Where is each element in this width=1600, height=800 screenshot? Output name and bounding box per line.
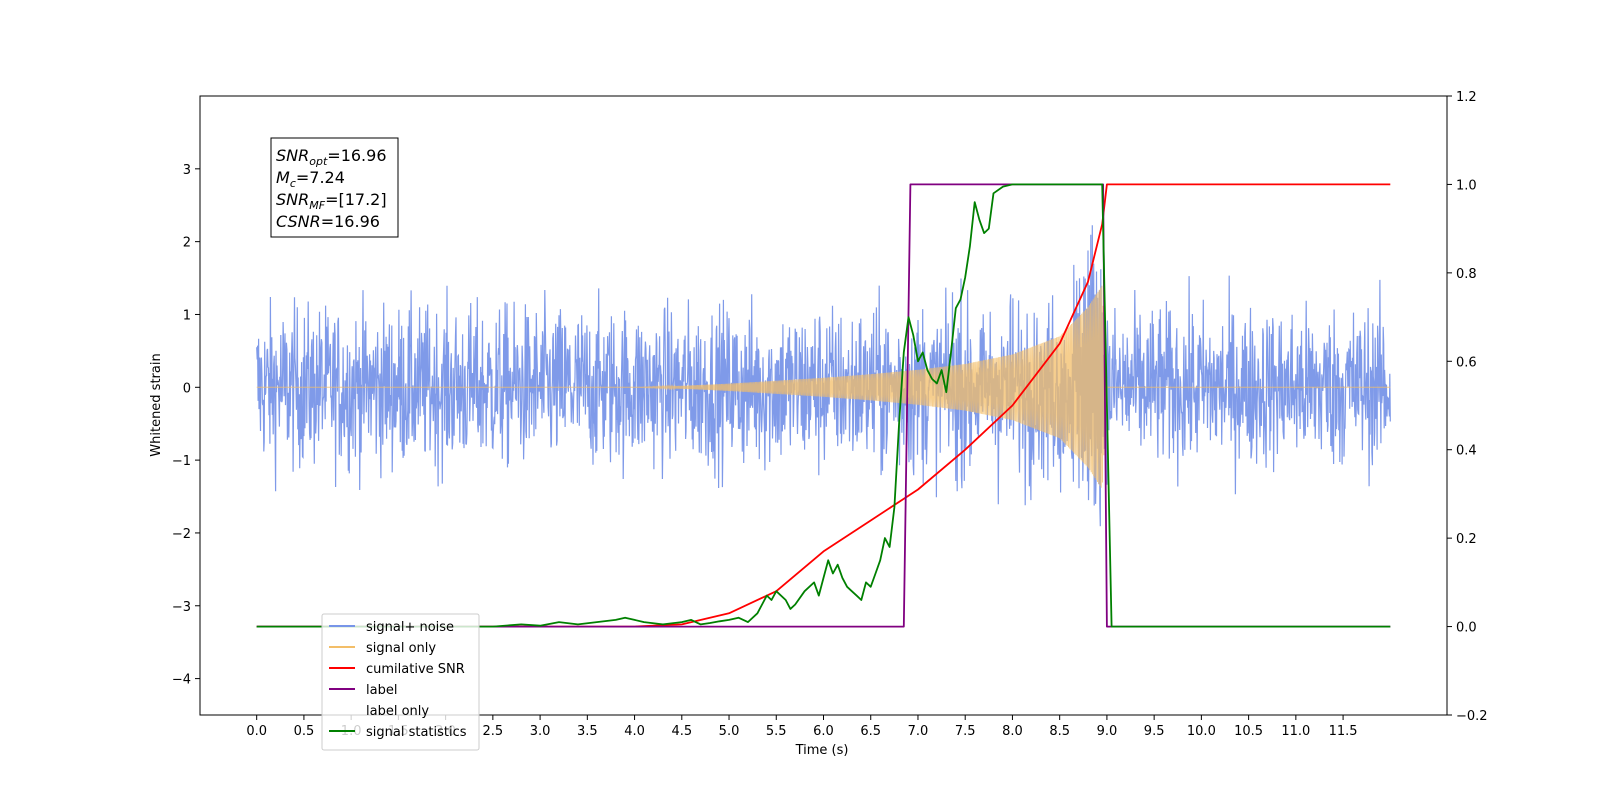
x-tick-label: 6.5 [860, 724, 881, 739]
y2-tick-label: 0.0 [1456, 621, 1477, 636]
y-axis-right: −0.2 0.0 0.2 0.4 0.6 0.8 1.0 1.2 [1447, 90, 1488, 724]
x-tick-label: 5.5 [766, 724, 787, 739]
annotation-subscript: opt [309, 155, 328, 168]
y-tick-label: −1 [172, 454, 191, 469]
legend-label: signal statistics [366, 725, 467, 740]
legend-frame [321, 613, 480, 751]
annotation-value: =16.96 [321, 212, 380, 231]
x-tick-label: 7.5 [955, 724, 976, 739]
x-tick-label: 5.0 [719, 724, 740, 739]
annotation-line: Mc=7.24 [276, 168, 345, 190]
y-tick-label: 2 [183, 236, 191, 251]
y-axis-label: Whitened strain [149, 353, 164, 456]
x-tick-label: 4.0 [624, 724, 645, 739]
legend-label: signal+ noise [366, 620, 454, 635]
series-signal-statistics-line [256, 183, 1391, 628]
x-tick-label: 8.0 [1002, 724, 1023, 739]
annotation-symbol: M [276, 168, 290, 187]
x-tick-label: 11.5 [1329, 724, 1358, 739]
y-tick-label: −4 [172, 673, 191, 688]
y-tick-label: 0 [183, 381, 191, 396]
y-tick-label: −2 [172, 527, 191, 542]
x-tick-label: 3.0 [530, 724, 551, 739]
y-axis-left: −4 −3 −2 −1 0 1 2 3 [172, 163, 200, 688]
annotation-line: CSNR=16.96 [276, 212, 380, 231]
annotation-line: SNRMF=[17.2] [276, 190, 387, 212]
annotation-subscript: MF [309, 199, 325, 212]
x-tick-label: 3.5 [577, 724, 598, 739]
legend-label: label [366, 683, 397, 698]
x-tick-label: 8.5 [1049, 724, 1070, 739]
legend-label: label only [366, 704, 429, 719]
annotation-symbol: SNR [276, 146, 309, 165]
y-tick-label: 3 [183, 163, 191, 178]
y2-tick-label: −0.2 [1456, 709, 1488, 724]
annotation-box-frame [270, 137, 399, 238]
x-tick-label: 9.0 [1097, 724, 1118, 739]
x-tick-label: 10.5 [1234, 724, 1263, 739]
legend: signal+ noise signal only cumilative SNR la… [321, 613, 480, 751]
annotation-box: SNRopt=16.96Mc=7.24SNRMF=[17.2]CSNR=16.9… [270, 137, 399, 238]
annotation-value: =7.24 [296, 168, 345, 187]
x-tick-label: 9.5 [1144, 724, 1165, 739]
x-tick-label: 10.0 [1187, 724, 1216, 739]
x-tick-label: 6.0 [813, 724, 834, 739]
legend-label: signal only [366, 641, 436, 656]
annotation-line: SNRopt=16.96 [276, 146, 387, 168]
annotation-subscript: c [290, 177, 296, 190]
y2-tick-label: 0.8 [1456, 267, 1477, 282]
x-tick-label: 4.5 [671, 724, 692, 739]
x-tick-label: 2.5 [483, 724, 504, 739]
annotation-value: =16.96 [327, 146, 386, 165]
y-tick-label: −3 [172, 600, 191, 615]
plot-area [256, 183, 1391, 628]
series-signal-only-line [256, 285, 1391, 488]
x-tick-label: 0.0 [246, 724, 267, 739]
annotation-symbol: CSNR [276, 212, 321, 231]
x-tick-label: 0.5 [294, 724, 315, 739]
y2-tick-label: 0.6 [1456, 355, 1477, 370]
y2-tick-label: 0.2 [1456, 532, 1477, 547]
series-cumilative-snr-line [256, 183, 1391, 628]
x-tick-label: 7.0 [908, 724, 929, 739]
x-tick-label: 11.0 [1281, 724, 1310, 739]
y-tick-label: 1 [183, 308, 191, 323]
annotation-value: =[17.2] [325, 190, 387, 209]
annotation-symbol: SNR [276, 190, 309, 209]
x-axis-label: Time (s) [795, 743, 849, 758]
y2-tick-label: 0.4 [1456, 444, 1477, 459]
y2-tick-label: 1.0 [1456, 178, 1477, 193]
legend-label: cumilative SNR [366, 662, 465, 677]
y2-tick-label: 1.2 [1456, 90, 1477, 105]
